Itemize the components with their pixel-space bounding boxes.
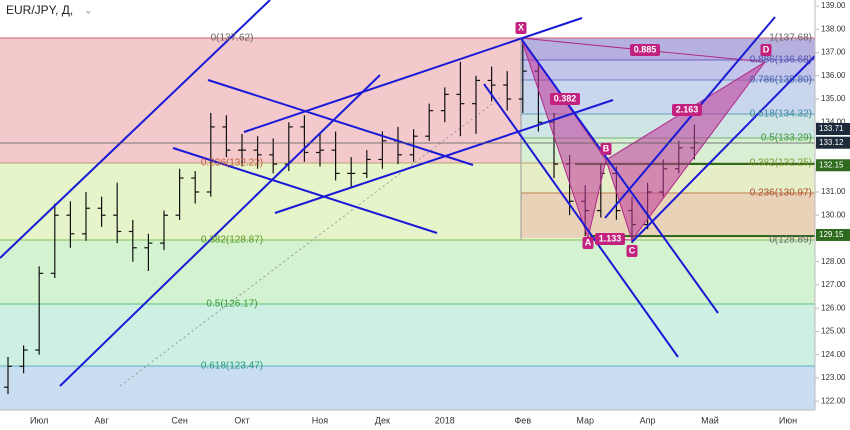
price-label: 133.12 <box>819 138 844 147</box>
pattern-point-box <box>760 44 772 56</box>
pattern-ratio-box <box>630 44 660 56</box>
price-axis-bg <box>815 0 850 430</box>
fib-label: 0.5(133.29) <box>761 133 812 144</box>
x-tick-label: Май <box>701 415 719 425</box>
y-tick-label: 125.00 <box>821 327 846 336</box>
y-tick-label: 138.00 <box>821 24 846 33</box>
y-tick-label: 134.00 <box>821 117 846 126</box>
y-tick-label: 130.00 <box>821 210 846 219</box>
pattern-point-box <box>600 143 612 155</box>
fib-label: 0(137.62) <box>211 33 254 44</box>
pattern-point: A <box>585 237 592 247</box>
y-tick-label: 122.00 <box>821 396 846 405</box>
pattern-point: X <box>518 22 524 32</box>
overlay: 0(137.62) 0.236(132.22) 0.382(128.87) 0.5(1… <box>201 22 812 372</box>
x-tick-label: Июл <box>30 415 48 425</box>
x-tick-label: Окт <box>234 415 249 425</box>
price-label-box <box>816 136 850 149</box>
pattern-point-box <box>626 245 638 257</box>
symbol-title: EUR/JPY, Д, <box>6 3 73 17</box>
pattern-point: D <box>763 44 770 54</box>
x-tick-label: Ноя <box>312 415 329 425</box>
y-tick-label: 131.00 <box>821 187 846 196</box>
fib-label: 0.382(128.87) <box>201 235 263 246</box>
pattern-ratio-box <box>595 233 625 245</box>
dropdown-arrow[interactable]: ⌄ <box>84 6 92 17</box>
fib-label: 1(137.68) <box>769 33 812 44</box>
y-tick-label: 126.00 <box>821 303 846 312</box>
pattern-point-box <box>515 22 527 34</box>
fib-label: 0.786(135.80) <box>750 75 812 86</box>
y-tick-label: 124.00 <box>821 350 846 359</box>
fib-label: 0.618(134.32) <box>750 109 812 120</box>
fib-label: 0(128.89) <box>769 235 812 246</box>
trend-lines <box>0 0 816 387</box>
x-tick-label: Фев <box>514 415 531 425</box>
price-label-box <box>816 122 850 135</box>
y-tick-label: 128.00 <box>821 257 846 266</box>
price-label: 129.15 <box>819 230 844 239</box>
pattern-point: B <box>603 143 610 153</box>
pattern-ratio-box <box>672 104 702 116</box>
y-tick-label: 137.00 <box>821 48 846 57</box>
fib-label: 0.5(126.17) <box>206 299 257 310</box>
price-label: 132.15 <box>819 160 844 169</box>
pattern-point-box <box>582 237 594 249</box>
y-tick-label: 127.00 <box>821 280 846 289</box>
pattern-ratio: 0.382 <box>554 93 577 103</box>
price-label-box <box>816 228 850 241</box>
fib-label: 0.886(136.68) <box>750 55 812 66</box>
x-tick-label: Мар <box>576 415 594 425</box>
fib-label: 0.382(132.25) <box>750 158 812 169</box>
x-tick-label: Июн <box>779 415 797 425</box>
price-label: 133.71 <box>819 124 844 133</box>
pattern-ratio: 0.885 <box>634 44 657 54</box>
pattern-ratio: 1.133 <box>599 233 622 243</box>
pattern-ratio-box <box>550 93 580 105</box>
y-tick-label: 136.00 <box>821 71 846 80</box>
y-tick-label: 123.00 <box>821 373 846 382</box>
pattern-ratio: 2.163 <box>676 104 699 114</box>
y-tick-label: 135.00 <box>821 94 846 103</box>
x-tick-label: 2018 <box>435 415 455 425</box>
fib-label: 0.236(132.22) <box>201 158 263 169</box>
fib-label: 0.618(123.47) <box>201 361 263 372</box>
x-tick-label: Авг <box>95 415 110 425</box>
y-tick-label: 139.00 <box>821 1 846 10</box>
x-tick-label: Апр <box>640 415 656 425</box>
fib-label: 0.236(130.97) <box>750 188 812 199</box>
x-tick-label: Сен <box>171 415 188 425</box>
price-label-box <box>816 159 850 172</box>
x-tick-label: Дек <box>375 415 390 425</box>
pattern-point: C <box>629 245 636 255</box>
